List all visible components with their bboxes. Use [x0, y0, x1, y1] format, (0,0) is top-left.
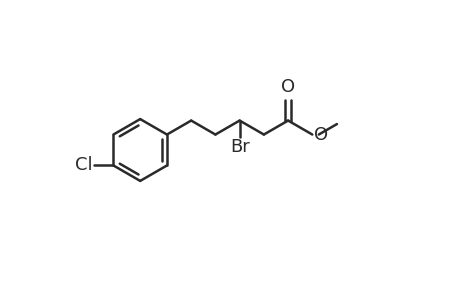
Text: O: O [313, 125, 327, 143]
Text: O: O [280, 78, 295, 96]
Text: Cl: Cl [75, 157, 93, 175]
Text: Br: Br [229, 138, 249, 156]
